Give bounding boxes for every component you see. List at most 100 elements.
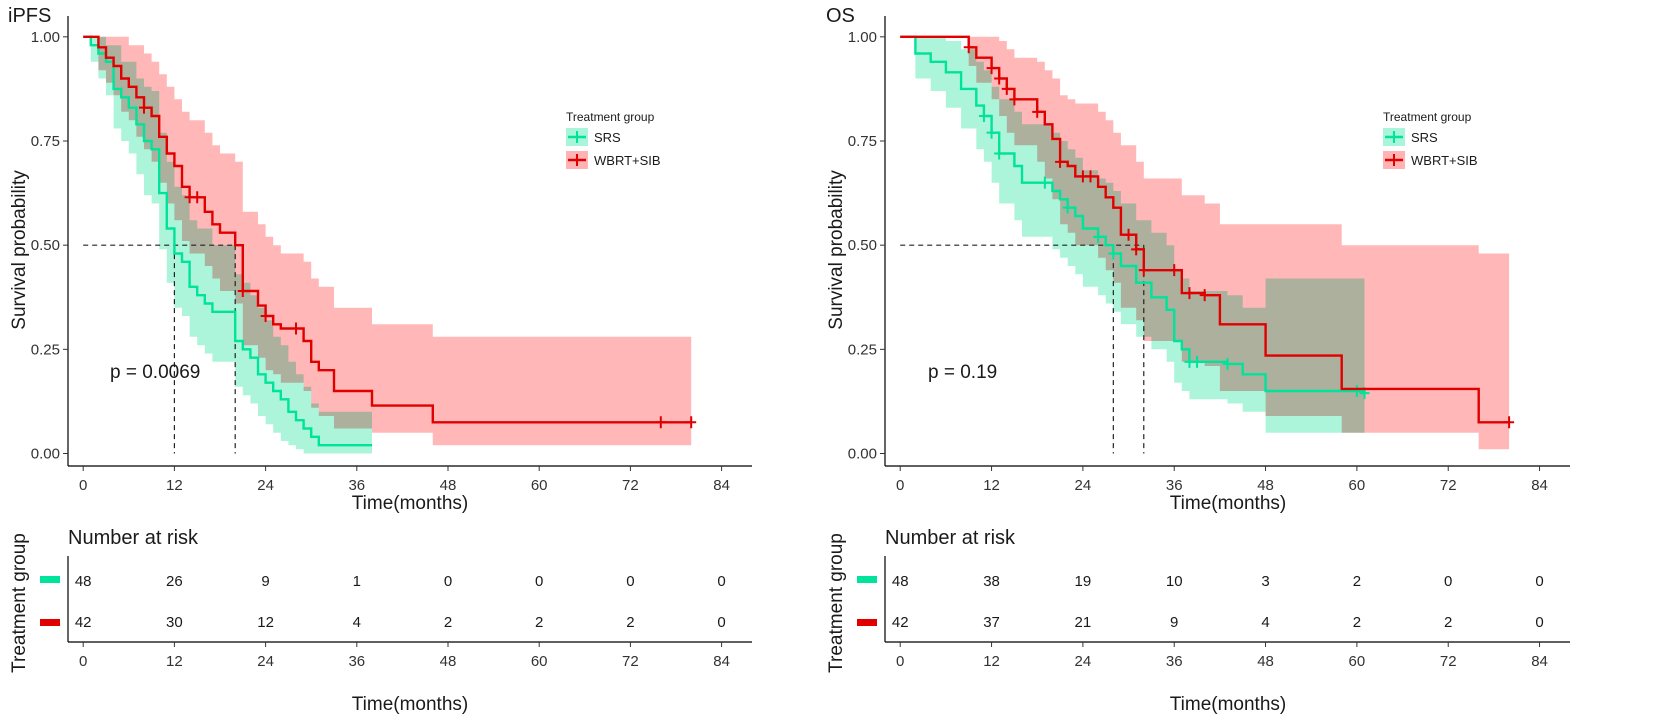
panel-os: OS Survival probability Time(months) 0.0… [826,5,1570,715]
risk-table-y-label: Treatment group [826,533,847,673]
panel-title: iPFS [8,5,51,27]
y-tick-label: 0.00 [31,446,60,463]
x-tick-label: 0 [896,477,904,494]
survival-curve-srs [900,35,1366,394]
censor-mark-wbrt-sib [1169,264,1180,277]
risk-count: 48 [75,573,92,590]
censor-mark-srs [1222,357,1233,370]
censor-mark-wbrt-sib [686,416,697,429]
risk-count: 10 [1166,573,1183,590]
survival-curve-srs [83,35,372,447]
censor-mark-srs [1192,355,1203,368]
risk-x-tick-label: 84 [1531,653,1548,670]
censor-mark-wbrt-sib [1085,170,1096,183]
risk-x-tick-label: 0 [79,653,87,670]
censor-mark-wbrt-sib [139,101,149,114]
censor-mark-wbrt-sib [192,191,203,204]
panel-ipfs: iPFS Survival probability Time(months) 0… [8,5,752,715]
y-tick-label: 0.50 [848,237,877,254]
x-tick-label: 72 [1440,477,1457,494]
risk-count: 2 [444,614,452,631]
risk-table-title: Number at risk [68,527,199,549]
risk-count: 21 [1075,614,1092,631]
risk-row-marker-wbrt-sib [857,619,877,626]
y-tick-label: 1.00 [848,29,877,46]
legend-label-wbrt-sib: WBRT+SIB [594,153,661,168]
x-tick-label: 24 [257,477,274,494]
risk-x-tick-label: 72 [622,653,639,670]
km-plot: 0.00 0.25 0.50 0.75 1.00 0 12 24 36 48 60 72 84 [31,16,752,494]
risk-count: 26 [166,573,183,590]
legend-label-wbrt-sib: WBRT+SIB [1411,153,1478,168]
censor-mark-wbrt-sib [260,310,271,322]
risk-count: 3 [1261,573,1269,590]
censor-mark-wbrt-sib [1199,289,1210,302]
censor-mark-wbrt-sib [291,322,301,335]
y-tick-label: 0.25 [31,341,60,358]
censor-mark-wbrt-sib [1123,228,1134,241]
risk-count: 4 [1261,614,1269,631]
censor-mark-wbrt-sib [986,62,997,75]
x-tick-label: 24 [1075,477,1092,494]
risk-count: 38 [983,573,1000,590]
ci-band-wbrt-sib [83,36,692,446]
risk-row-marker-srs [40,576,60,583]
risk-count: 9 [261,573,269,590]
risk-count: 42 [892,614,909,631]
y-tick-label: 1.00 [31,29,60,46]
legend-title: Treatment group [1383,110,1472,124]
y-tick-label: 0.25 [848,341,877,358]
risk-x-tick-label: 72 [1440,653,1457,670]
x-tick-label: 84 [1531,477,1548,494]
y-tick-label: 0.75 [31,133,60,150]
x-tick-label: 48 [440,477,457,494]
x-tick-label: 36 [1166,477,1183,494]
legend-title: Treatment group [566,110,655,124]
censor-mark-wbrt-sib [1504,416,1515,429]
risk-x-tick-label: 48 [440,653,457,670]
risk-count: 0 [717,573,725,590]
censor-mark-wbrt-sib [994,72,1005,85]
risk-count: 0 [444,573,452,590]
risk-count: 0 [1535,573,1543,590]
risk-x-tick-label: 24 [1075,653,1092,670]
legend-label-srs: SRS [594,130,621,145]
legend: Treatment group SRS WBRT+SIB [1383,110,1478,169]
y-tick-label: 0.50 [31,237,60,254]
risk-table-x-label: Time(months) [1170,694,1286,715]
risk-count: 9 [1170,614,1178,631]
p-value: p = 0.0069 [110,362,200,383]
risk-count: 12 [257,614,274,631]
censor-mark-srs [1108,247,1119,260]
risk-count: 0 [1535,614,1543,631]
risk-count: 2 [535,614,543,631]
censor-mark-wbrt-sib [1131,243,1142,256]
risk-x-tick-label: 84 [713,653,730,670]
risk-x-tick-label: 36 [348,653,365,670]
censor-mark-wbrt-sib [1032,105,1043,118]
censor-mark-srs [978,110,989,122]
risk-x-tick-label: 60 [531,653,548,670]
y-axis-label: Survival probability [9,170,30,330]
risk-count: 2 [1353,573,1361,590]
risk-row-marker-wbrt-sib [40,619,60,626]
survival-curve-wbrt-sib [83,35,692,424]
p-value: p = 0.19 [928,362,997,383]
risk-count: 37 [983,614,1000,631]
censor-mark-wbrt-sib [1009,93,1020,106]
risk-count: 2 [1353,614,1361,631]
risk-count: 1 [353,573,361,590]
risk-x-tick-label: 0 [896,653,904,670]
risk-count: 2 [626,614,634,631]
censor-mark-srs [1093,230,1104,243]
risk-table: 48 38 19 10 3 2 0 042 37 21 9 4 2 2 00 12 24 36 48 60 72 84 [884,556,1570,670]
risk-count: 30 [166,614,183,631]
risk-x-tick-label: 24 [257,653,274,670]
risk-table-x-label: Time(months) [352,694,468,715]
risk-count: 19 [1075,573,1092,590]
censor-mark-srs [1351,385,1362,397]
x-tick-label: 84 [713,477,730,494]
risk-count: 0 [717,614,725,631]
x-tick-label: 60 [1349,477,1366,494]
y-tick-label: 0.00 [848,446,877,463]
